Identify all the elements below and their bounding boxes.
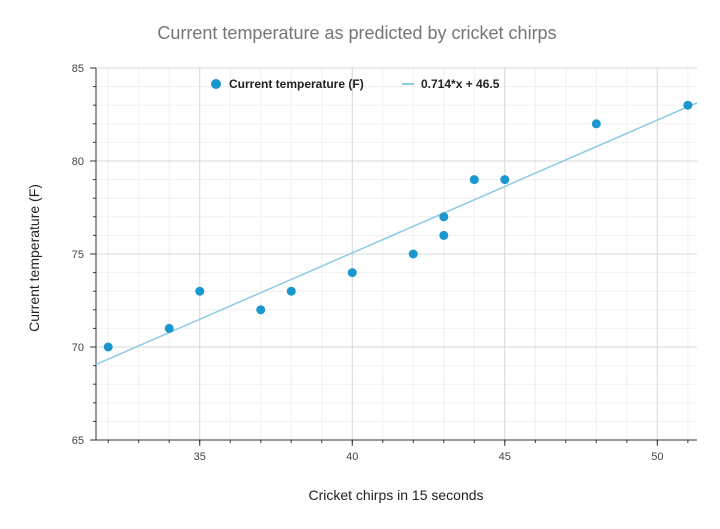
series-layer [95, 100, 698, 366]
data-point [103, 342, 113, 352]
legend-label-scatter: Current temperature (F) [229, 77, 364, 91]
data-point [469, 175, 479, 185]
data-point [164, 323, 174, 333]
trend-line [95, 102, 698, 366]
y-tick-label: 70 [72, 342, 84, 354]
x-tick-label: 35 [194, 451, 206, 463]
data-point [683, 100, 693, 110]
x-tick-label: 50 [651, 451, 663, 463]
y-tick-label: 65 [72, 435, 84, 447]
x-tick-label: 45 [499, 451, 511, 463]
data-point [195, 286, 205, 296]
legend-marker-scatter [211, 79, 221, 89]
data-point [439, 212, 449, 222]
chart-title: Current temperature as predicted by cric… [157, 23, 556, 43]
y-tick-label: 75 [72, 249, 84, 261]
data-point [286, 286, 296, 296]
data-point [500, 175, 510, 185]
axes: 35 40 45 50 65 70 75 80 85 [72, 63, 697, 463]
data-point [439, 230, 449, 240]
y-axis-label: Current temperature (F) [26, 184, 42, 332]
y-tick-label: 80 [72, 156, 84, 168]
data-point [256, 305, 266, 315]
data-point [408, 249, 418, 259]
x-tick-label: 40 [346, 451, 358, 463]
legend: Current temperature (F) 0.714*x + 46.5 [211, 77, 500, 91]
y-tick-label: 85 [72, 63, 84, 75]
data-point [347, 268, 357, 278]
data-point [591, 119, 601, 129]
grid [96, 67, 697, 441]
x-axis-label: Cricket chirps in 15 seconds [308, 487, 483, 503]
legend-label-line: 0.714*x + 46.5 [421, 77, 500, 91]
